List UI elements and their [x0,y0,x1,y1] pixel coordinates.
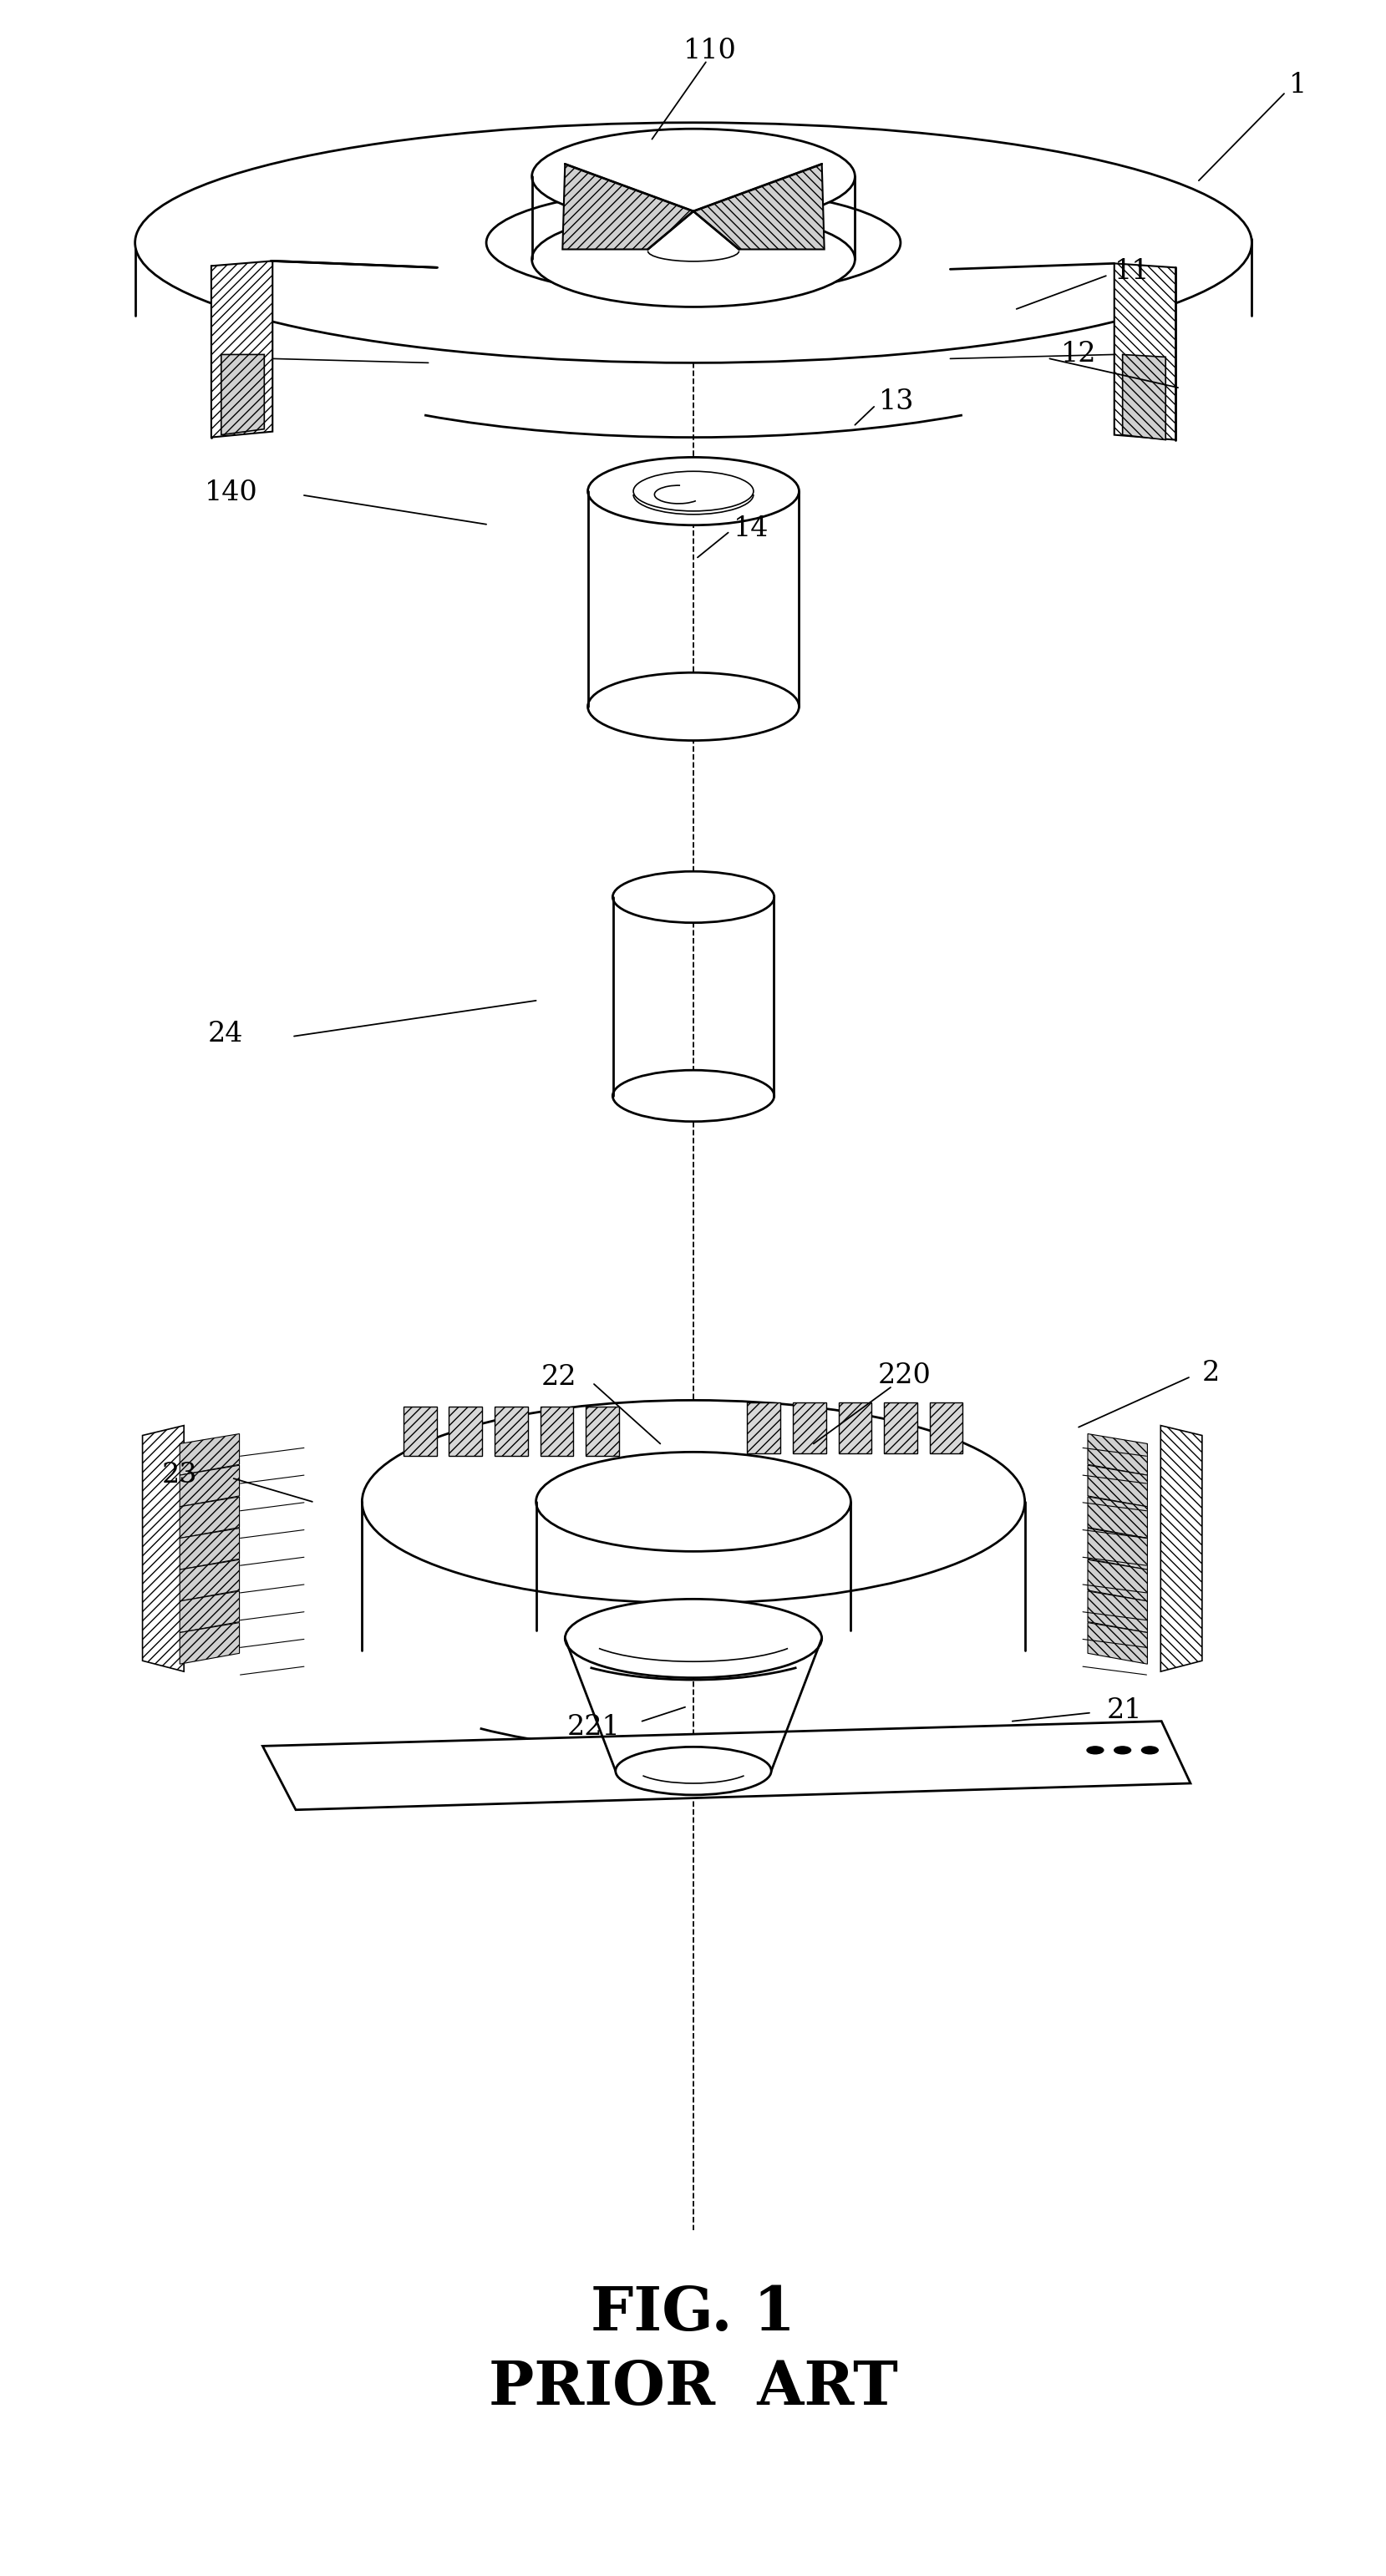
Polygon shape [143,1425,184,1672]
Polygon shape [747,1401,780,1453]
Text: 221: 221 [567,1713,621,1741]
Polygon shape [495,1406,528,1455]
Polygon shape [930,1401,963,1453]
Text: 23: 23 [162,1461,198,1489]
Text: 12: 12 [1060,340,1096,368]
Polygon shape [541,1406,574,1455]
Polygon shape [403,1406,437,1455]
Polygon shape [1088,1528,1148,1569]
Text: 24: 24 [208,1020,243,1046]
Ellipse shape [1087,1747,1103,1754]
Ellipse shape [1114,1747,1131,1754]
Polygon shape [211,260,273,438]
Polygon shape [449,1406,482,1455]
Ellipse shape [633,471,754,510]
Ellipse shape [362,1401,1024,1602]
Ellipse shape [134,124,1252,363]
Polygon shape [884,1401,918,1453]
Ellipse shape [1142,1747,1159,1754]
Polygon shape [1088,1558,1148,1602]
Text: 21: 21 [1106,1698,1142,1723]
Ellipse shape [532,129,855,224]
Polygon shape [180,1558,240,1602]
Polygon shape [1114,263,1175,440]
Text: 2: 2 [1202,1360,1220,1386]
Polygon shape [180,1623,240,1664]
Ellipse shape [536,1453,851,1551]
Text: 13: 13 [879,389,915,415]
Polygon shape [180,1528,240,1569]
Text: PRIOR  ART: PRIOR ART [489,2357,898,2419]
Polygon shape [262,1721,1191,1811]
Text: 220: 220 [877,1363,931,1388]
Polygon shape [1088,1435,1148,1476]
Polygon shape [180,1466,240,1507]
Polygon shape [1088,1623,1148,1664]
Text: 22: 22 [542,1365,577,1391]
Ellipse shape [613,1069,775,1121]
Ellipse shape [615,1747,771,1795]
Polygon shape [180,1592,240,1633]
Polygon shape [693,165,825,250]
Ellipse shape [565,1600,822,1677]
Ellipse shape [486,188,901,296]
Polygon shape [180,1435,240,1476]
Polygon shape [1088,1497,1148,1538]
Ellipse shape [588,456,800,526]
Polygon shape [563,165,693,250]
Polygon shape [1088,1592,1148,1633]
Text: 110: 110 [683,36,737,64]
Polygon shape [180,1497,240,1538]
Polygon shape [1123,355,1166,440]
Polygon shape [793,1401,826,1453]
Polygon shape [1160,1425,1202,1672]
Ellipse shape [532,211,855,307]
Text: 1: 1 [1289,72,1307,98]
Polygon shape [222,355,265,435]
Polygon shape [1088,1466,1148,1507]
Polygon shape [839,1401,872,1453]
Ellipse shape [588,672,800,739]
Polygon shape [586,1406,620,1455]
Text: 140: 140 [205,479,258,507]
Text: 11: 11 [1114,258,1150,286]
Text: 14: 14 [733,515,769,541]
Text: FIG. 1: FIG. 1 [590,2285,796,2344]
Ellipse shape [613,871,775,922]
